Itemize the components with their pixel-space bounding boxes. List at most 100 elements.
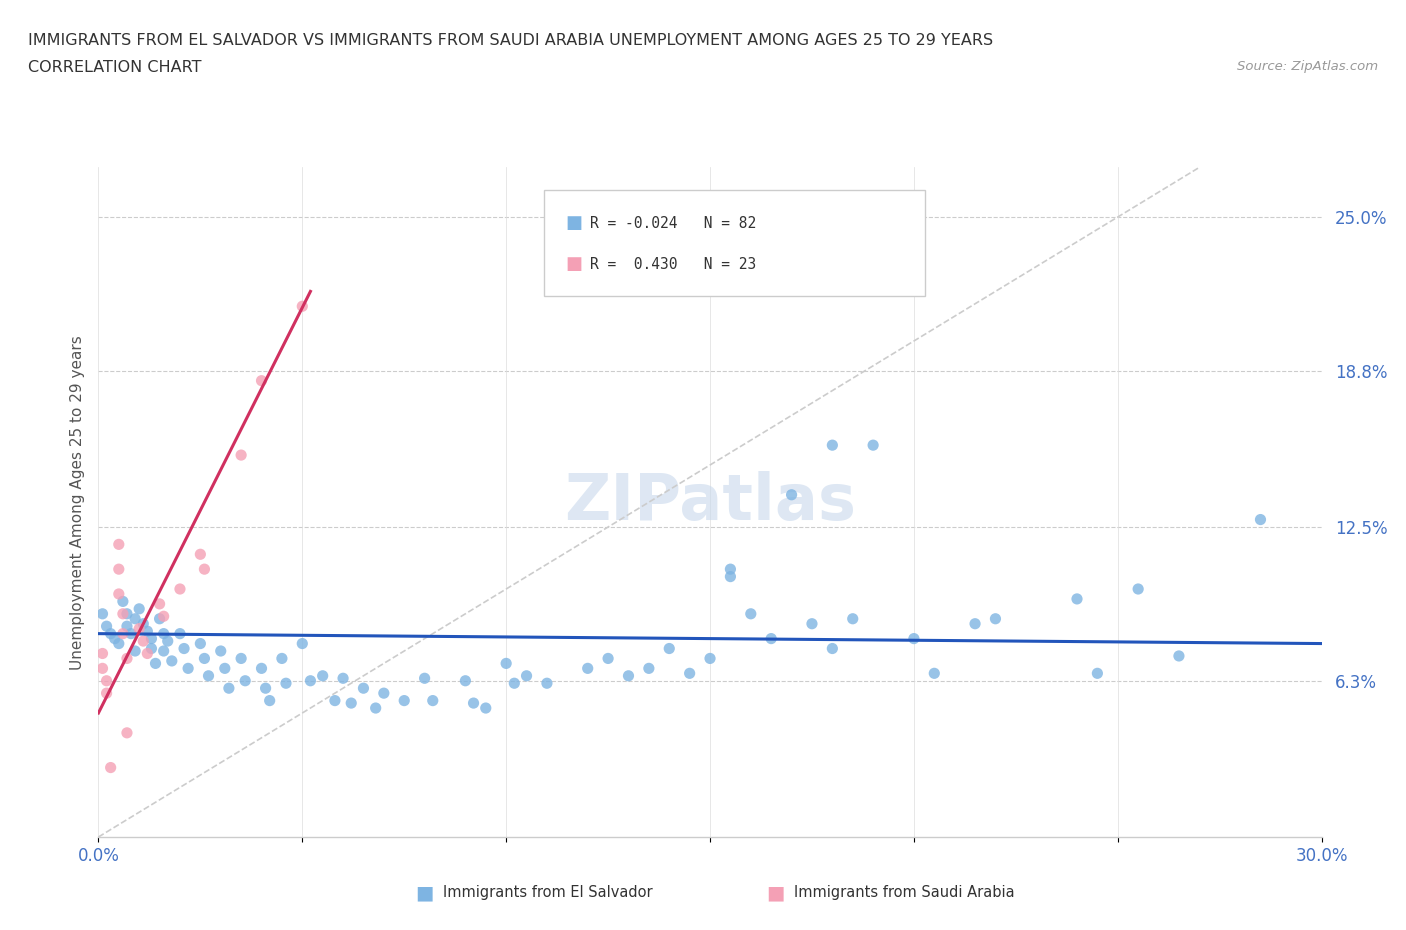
Text: IMMIGRANTS FROM EL SALVADOR VS IMMIGRANTS FROM SAUDI ARABIA UNEMPLOYMENT AMONG A: IMMIGRANTS FROM EL SALVADOR VS IMMIGRANT… xyxy=(28,33,993,47)
Text: R =  0.430   N = 23: R = 0.430 N = 23 xyxy=(591,257,756,272)
Point xyxy=(903,631,925,646)
Point xyxy=(658,641,681,656)
Point xyxy=(104,631,127,646)
Point xyxy=(209,644,232,658)
Point xyxy=(463,696,485,711)
Point xyxy=(638,661,661,676)
Point xyxy=(193,651,215,666)
Point xyxy=(1085,666,1108,681)
Point xyxy=(120,626,142,641)
Point xyxy=(132,633,155,648)
Point xyxy=(96,618,118,633)
Point xyxy=(218,681,240,696)
Point xyxy=(169,581,191,596)
Point xyxy=(699,651,721,666)
Point xyxy=(364,700,387,715)
Text: ZIPatlas: ZIPatlas xyxy=(564,472,856,533)
Point xyxy=(193,562,215,577)
Point xyxy=(149,611,172,626)
Point xyxy=(108,587,131,602)
Point xyxy=(214,661,236,676)
Point xyxy=(231,447,253,462)
Text: ■: ■ xyxy=(766,884,785,902)
Point xyxy=(1128,581,1150,596)
Point xyxy=(780,487,803,502)
Point xyxy=(141,631,163,646)
Point xyxy=(413,671,436,685)
Point xyxy=(503,676,526,691)
Text: ■: ■ xyxy=(565,255,582,273)
Point xyxy=(96,673,118,688)
Point xyxy=(740,606,762,621)
Y-axis label: Unemployment Among Ages 25 to 29 years: Unemployment Among Ages 25 to 29 years xyxy=(69,335,84,670)
Point xyxy=(128,621,150,636)
Point xyxy=(141,641,163,656)
Point xyxy=(422,693,444,708)
Point xyxy=(392,693,416,708)
Point xyxy=(156,633,179,648)
Point xyxy=(115,725,138,740)
Point xyxy=(291,299,314,313)
Point xyxy=(188,547,212,562)
Point xyxy=(598,651,620,666)
Point xyxy=(136,624,159,639)
Point xyxy=(841,611,863,626)
Point xyxy=(169,626,191,641)
Point xyxy=(152,626,174,641)
Point xyxy=(177,661,200,676)
Point xyxy=(160,654,183,669)
Point xyxy=(352,681,374,696)
Point xyxy=(1066,591,1088,606)
Point xyxy=(111,626,134,641)
Point xyxy=(821,438,844,453)
Point xyxy=(91,646,114,661)
Point xyxy=(299,673,322,688)
Point xyxy=(149,596,172,611)
Point xyxy=(145,656,167,671)
Point xyxy=(115,618,138,633)
Point xyxy=(115,651,138,666)
Point xyxy=(536,676,558,691)
Point xyxy=(922,666,945,681)
Text: Source: ZipAtlas.com: Source: ZipAtlas.com xyxy=(1237,60,1378,73)
Point xyxy=(340,696,363,711)
Point xyxy=(576,661,599,676)
Point xyxy=(132,617,155,631)
Point xyxy=(233,673,256,688)
Text: Immigrants from El Salvador: Immigrants from El Salvador xyxy=(443,885,652,900)
Point xyxy=(124,644,146,658)
Point xyxy=(291,636,314,651)
Point xyxy=(323,693,346,708)
Point xyxy=(1167,648,1189,663)
Point xyxy=(312,669,335,684)
Point xyxy=(720,562,742,577)
Point xyxy=(373,685,395,700)
Point xyxy=(197,669,219,684)
Point xyxy=(720,569,742,584)
Point xyxy=(821,641,844,656)
Point xyxy=(254,681,277,696)
Point xyxy=(136,646,159,661)
Point xyxy=(173,641,195,656)
Text: Immigrants from Saudi Arabia: Immigrants from Saudi Arabia xyxy=(794,885,1015,900)
Point xyxy=(679,666,702,681)
Point xyxy=(495,656,517,671)
Point xyxy=(965,617,987,631)
Point xyxy=(250,373,273,388)
Point xyxy=(231,651,253,666)
Point xyxy=(188,636,212,651)
Point xyxy=(250,661,273,676)
Point xyxy=(108,636,131,651)
Point xyxy=(259,693,281,708)
Text: R = -0.024   N = 82: R = -0.024 N = 82 xyxy=(591,216,756,231)
Point xyxy=(124,611,146,626)
Point xyxy=(108,562,131,577)
Point xyxy=(270,651,294,666)
Point xyxy=(108,537,131,551)
Text: ■: ■ xyxy=(415,884,433,902)
Point xyxy=(454,673,477,688)
Point xyxy=(617,669,640,684)
Point xyxy=(111,594,134,609)
Point xyxy=(474,700,498,715)
Point xyxy=(1249,512,1271,527)
